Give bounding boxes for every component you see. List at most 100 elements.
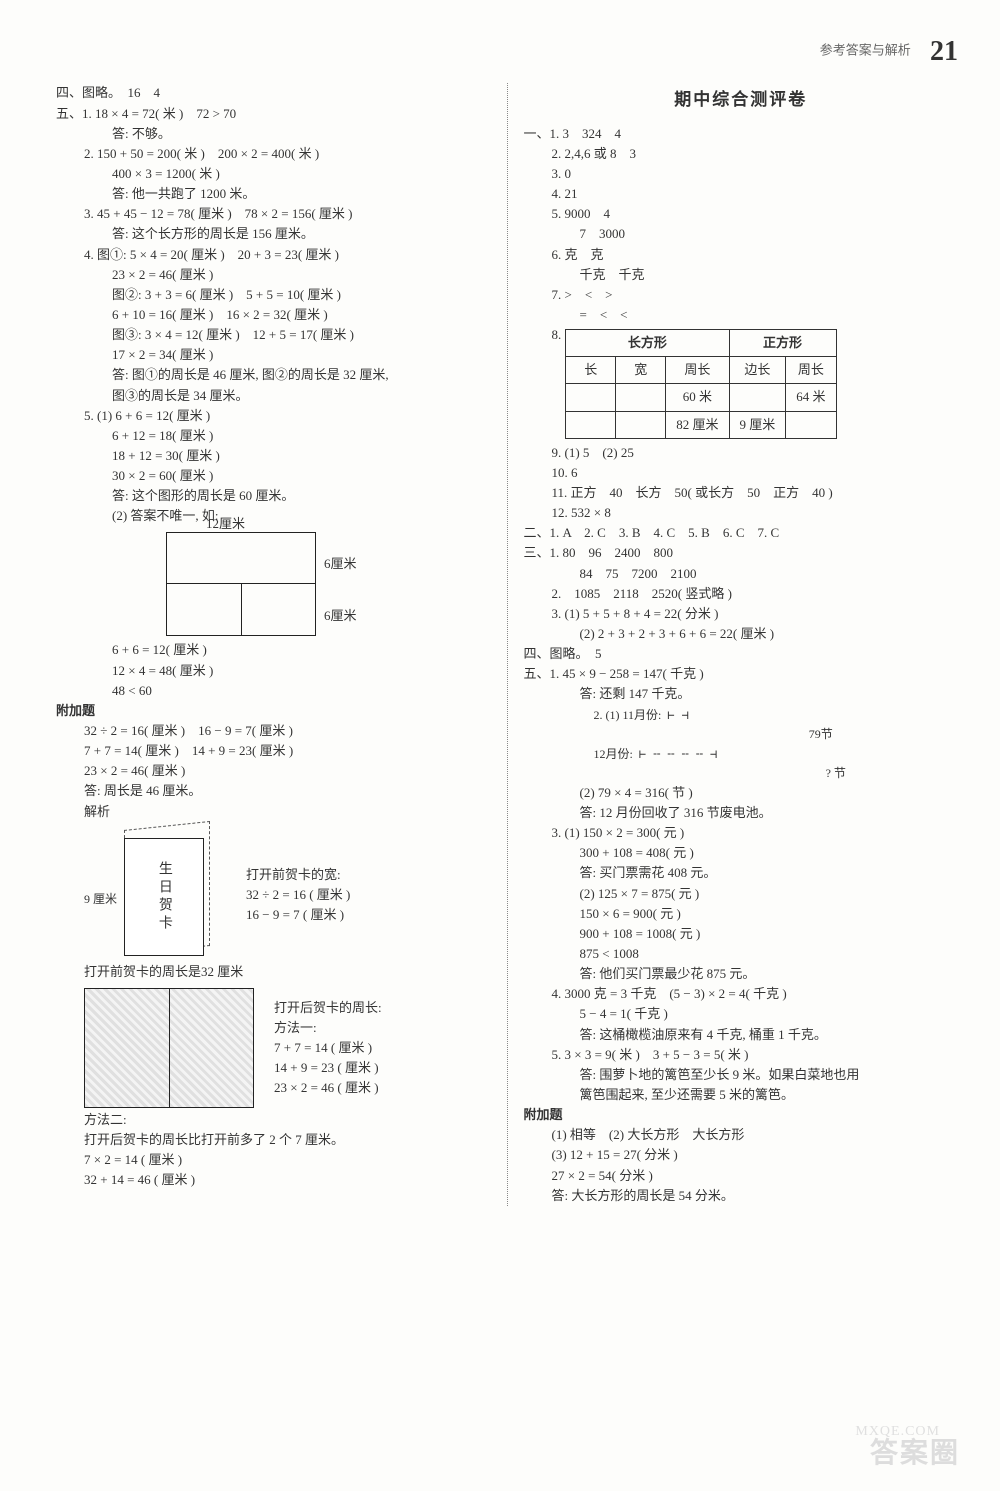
brace-diagram: 2. (1) 11月份: ⊢⊣ 79节 12月份: ⊢╌╌╌╌⊣ ? 节	[594, 706, 959, 783]
ticks-icon: ⊢╌╌╌╌⊣	[639, 745, 724, 764]
rect-top	[166, 532, 316, 584]
text-line: 400 × 3 = 1200( 米 )	[112, 164, 491, 184]
text-line: 4. 3000 克 = 3 千克 (5 − 3) × 2 = 4( 千克 )	[552, 984, 959, 1004]
text-line: 方法二:	[84, 1110, 491, 1130]
text-line: 打开前贺卡的宽:	[246, 865, 350, 885]
shape-table: 长方形 正方形 长 宽 周长 边长 周长 60 米 64 米	[565, 329, 836, 439]
open-side-text: 打开后贺卡的周长: 方法一: 7 + 7 = 14 ( 厘米 ) 14 + 9 …	[274, 998, 382, 1099]
diagram-label: 12厘米	[206, 514, 245, 534]
text-line: 答: 12 月份回收了 316 节废电池。	[580, 803, 959, 823]
text-line: (2) 答案不唯一, 如:	[112, 506, 491, 526]
text-line: 9. (1) 5 (2) 25	[552, 443, 959, 463]
rectangle-diagram: 12厘米 6厘米 6厘米	[166, 532, 491, 636]
text-line: 27 × 2 = 54( 分米 )	[552, 1166, 959, 1186]
text-line: 打开后贺卡的周长比打开前多了 2 个 7 厘米。	[84, 1130, 491, 1150]
text-line: 12. 532 × 8	[552, 503, 959, 523]
card-diagram-row: 9 厘米 生日贺卡 打开前贺卡的宽: 32 ÷ 2 = 16 ( 厘米 ) 16…	[84, 830, 491, 960]
table-cell: 周长	[786, 357, 836, 384]
text-line: 84 75 7200 2100	[580, 564, 959, 584]
table-cell: 9 厘米	[729, 411, 786, 438]
table-cell: 60 米	[666, 384, 729, 411]
text-line: (1) 相等 (2) 大长方形 大长方形	[552, 1125, 959, 1145]
table-cell: 宽	[616, 357, 666, 384]
text-line: 答: 大长方形的周长是 54 分米。	[552, 1186, 959, 1206]
text-line: 5. 9000 4	[552, 204, 959, 224]
text-line: 6 + 6 = 12( 厘米 )	[112, 640, 491, 660]
text-line: 11. 正方 40 长方 50( 或长方 50 正方 40 )	[552, 483, 959, 503]
brace-label: ? 节	[714, 764, 959, 783]
left-column: 四、图略。 16 4 五、1. 18 × 4 = 72( 米 ) 72 > 70…	[56, 83, 507, 1205]
text-line: 五、1. 45 × 9 − 258 = 147( 千克 )	[524, 664, 959, 684]
text-line: 方法一:	[274, 1018, 382, 1038]
text-line: 答: 图①的周长是 46 厘米, 图②的周长是 32 厘米,	[112, 365, 491, 385]
text-line: 7. > < >	[552, 285, 959, 305]
text-line: 五、1. 18 × 4 = 72( 米 ) 72 > 70	[56, 104, 491, 124]
rect-bottom	[166, 584, 316, 636]
text-line: 48 < 60	[112, 681, 491, 701]
text-line: 答: 买门票需花 408 元。	[580, 863, 959, 883]
page-number: 21	[930, 36, 958, 67]
text-line: 二、1. A 2. C 3. B 4. C 5. B 6. C 7. C	[524, 523, 959, 543]
table-header: 正方形	[729, 330, 836, 357]
text-line: 6 + 10 = 16( 厘米 ) 16 × 2 = 32( 厘米 )	[112, 305, 491, 325]
text-line: 150 × 6 = 900( 元 )	[580, 904, 959, 924]
diagram-label: 6厘米	[324, 606, 357, 626]
card-side-text: 打开前贺卡的宽: 32 ÷ 2 = 16 ( 厘米 ) 16 − 9 = 7 (…	[246, 865, 350, 925]
text-line: 7 × 2 = 14 ( 厘米 )	[84, 1150, 491, 1170]
text-line: 3. 0	[552, 164, 959, 184]
text-line: 打开后贺卡的周长:	[274, 998, 382, 1018]
text-line: 答: 他们买门票最少花 875 元。	[580, 964, 959, 984]
text-line: 答: 这个长方形的周长是 156 厘米。	[112, 224, 491, 244]
text-line: 2. 150 + 50 = 200( 米 ) 200 × 2 = 400( 米 …	[84, 144, 491, 164]
text-line: (3) 12 + 15 = 27( 分米 )	[552, 1145, 959, 1165]
ticks-icon: ⊢⊣	[667, 706, 695, 725]
text-line: 12 × 4 = 48( 厘米 )	[112, 661, 491, 681]
text-line: 图③的周长是 34 厘米。	[112, 386, 491, 406]
table-cell: 82 厘米	[666, 411, 729, 438]
text-line: 答: 还剩 147 千克。	[580, 684, 959, 704]
text-line: (2) 79 × 4 = 316( 节 )	[580, 783, 959, 803]
text-line: 32 ÷ 2 = 16 ( 厘米 )	[246, 885, 350, 905]
text-line: 答: 这桶橄榄油原来有 4 千克, 桶重 1 千克。	[580, 1025, 959, 1045]
text-line: 16 − 9 = 7 ( 厘米 )	[246, 905, 350, 925]
text-line: 答: 他一共跑了 1200 米。	[112, 184, 491, 204]
text-line: 900 + 108 = 1008( 元 )	[580, 924, 959, 944]
text-line: 12月份:	[594, 745, 633, 764]
text-line: 图③: 3 × 4 = 12( 厘米 ) 12 + 5 = 17( 厘米 )	[112, 325, 491, 345]
text-line: 4. 21	[552, 184, 959, 204]
table-row: 60 米 64 米	[566, 384, 836, 411]
text-line: 23 × 2 = 46 ( 厘米 )	[274, 1078, 382, 1098]
text-line: 3. (1) 150 × 2 = 300( 元 )	[552, 823, 959, 843]
text-line: 四、图略。 5	[524, 644, 959, 664]
text-line: 解析	[84, 802, 491, 822]
text-line: 一、1. 3 324 4	[524, 124, 959, 144]
text-line: 18 + 12 = 30( 厘米 )	[112, 446, 491, 466]
table-cell: 64 米	[786, 384, 836, 411]
card-front: 生日贺卡	[124, 838, 204, 956]
text-line: 三、1. 80 96 2400 800	[524, 543, 959, 563]
text-line: 8.	[552, 325, 562, 345]
text-line: 篱笆围起来, 至少还需要 5 米的篱笆。	[580, 1085, 959, 1105]
open-card-row: 打开后贺卡的周长: 方法一: 7 + 7 = 14 ( 厘米 ) 14 + 9 …	[84, 988, 491, 1108]
text-line: 6 + 12 = 18( 厘米 )	[112, 426, 491, 446]
text-line: 23 × 2 = 46( 厘米 )	[112, 265, 491, 285]
text-line: 300 + 108 = 408( 元 )	[580, 843, 959, 863]
text-line: 5 − 4 = 1( 千克 )	[580, 1004, 959, 1024]
header-label: 参考答案与解析	[820, 43, 911, 58]
text-line: 答: 这个图形的周长是 60 厘米。	[112, 486, 491, 506]
page-header: 参考答案与解析 21	[56, 30, 958, 73]
text-line: (2) 2 + 3 + 2 + 3 + 6 + 6 = 22( 厘米 )	[580, 624, 959, 644]
text-line: 5. (1) 6 + 6 = 12( 厘米 )	[84, 406, 491, 426]
table-cell	[786, 411, 836, 438]
table-row: 82 厘米 9 厘米	[566, 411, 836, 438]
table-row: 长方形 正方形	[566, 330, 836, 357]
table-row: 长 宽 周长 边长 周长	[566, 357, 836, 384]
text-line: 32 ÷ 2 = 16( 厘米 ) 16 − 9 = 7( 厘米 )	[84, 721, 491, 741]
diagram-label: 6厘米	[324, 554, 357, 574]
text-line: 30 × 2 = 60( 厘米 )	[112, 466, 491, 486]
table-cell	[616, 411, 666, 438]
watermark-url: MXQE.COM	[855, 1421, 940, 1443]
text-line: (2) 125 × 7 = 875( 元 )	[580, 884, 959, 904]
columns: 四、图略。 16 4 五、1. 18 × 4 = 72( 米 ) 72 > 70…	[56, 83, 958, 1205]
text-line: 2. 1085 2118 2520( 竖式略 )	[552, 584, 959, 604]
